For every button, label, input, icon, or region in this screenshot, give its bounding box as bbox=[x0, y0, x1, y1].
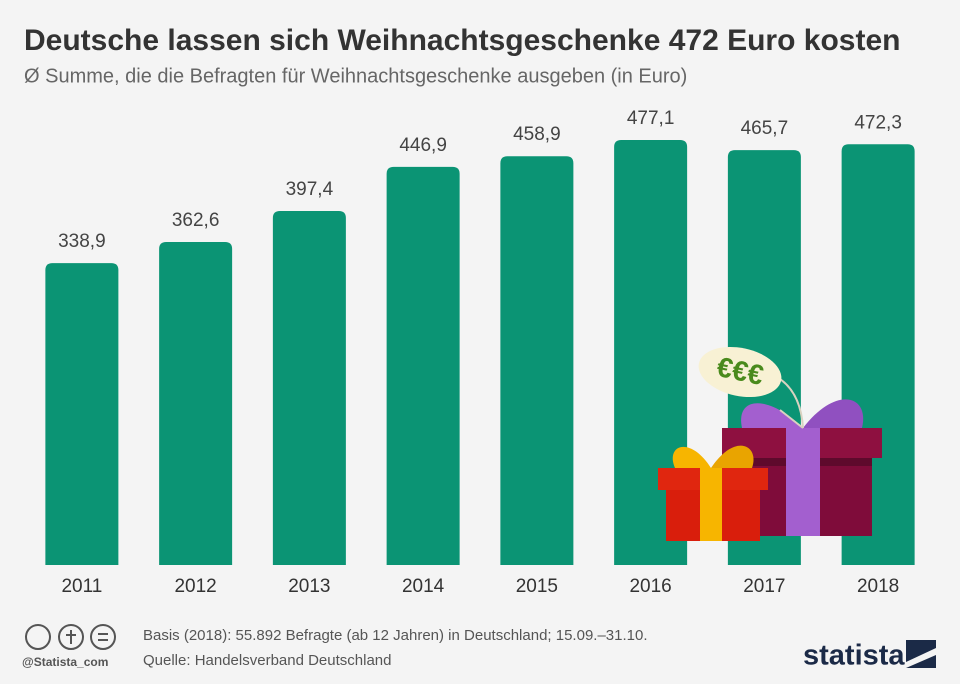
gift-illustration: €€€ bbox=[658, 346, 882, 541]
value-label: 338,9 bbox=[58, 231, 106, 252]
source: Quelle: Handelsverband Deutschland bbox=[143, 652, 392, 669]
bar bbox=[45, 263, 119, 565]
value-label: 362,6 bbox=[172, 210, 220, 231]
x-tick-label: 2017 bbox=[743, 576, 785, 597]
x-tick-label: 2014 bbox=[402, 576, 445, 597]
brand-logo: statista bbox=[803, 640, 905, 672]
value-label: 465,7 bbox=[741, 118, 789, 139]
x-tick-label: 2018 bbox=[857, 576, 899, 597]
x-tick-label: 2011 bbox=[61, 576, 102, 597]
note: Basis (2018): 55.892 Befragte (ab 12 Jah… bbox=[143, 627, 648, 644]
x-tick-label: 2012 bbox=[174, 576, 216, 597]
x-tick-label: 2013 bbox=[288, 576, 330, 597]
bar bbox=[159, 241, 233, 565]
bar bbox=[614, 140, 688, 565]
x-tick-label: 2016 bbox=[629, 576, 671, 597]
brand-icon bbox=[906, 640, 936, 668]
license-icons bbox=[25, 624, 116, 650]
value-label: 458,9 bbox=[513, 124, 561, 145]
chart-subtitle: Ø Summe, die die Befragten für Weihnacht… bbox=[24, 65, 687, 87]
chart-title: Deutsche lassen sich Weihnachtsgeschenke… bbox=[24, 24, 900, 57]
value-label: 446,9 bbox=[399, 135, 447, 156]
bar bbox=[272, 210, 346, 565]
value-label: 397,4 bbox=[286, 179, 334, 200]
value-label: 472,3 bbox=[854, 112, 902, 133]
credit: @Statista_com bbox=[22, 655, 108, 669]
value-label: 477,1 bbox=[627, 108, 675, 129]
bar bbox=[386, 166, 460, 566]
bar bbox=[500, 156, 574, 566]
x-tick-label: 2015 bbox=[516, 576, 558, 597]
